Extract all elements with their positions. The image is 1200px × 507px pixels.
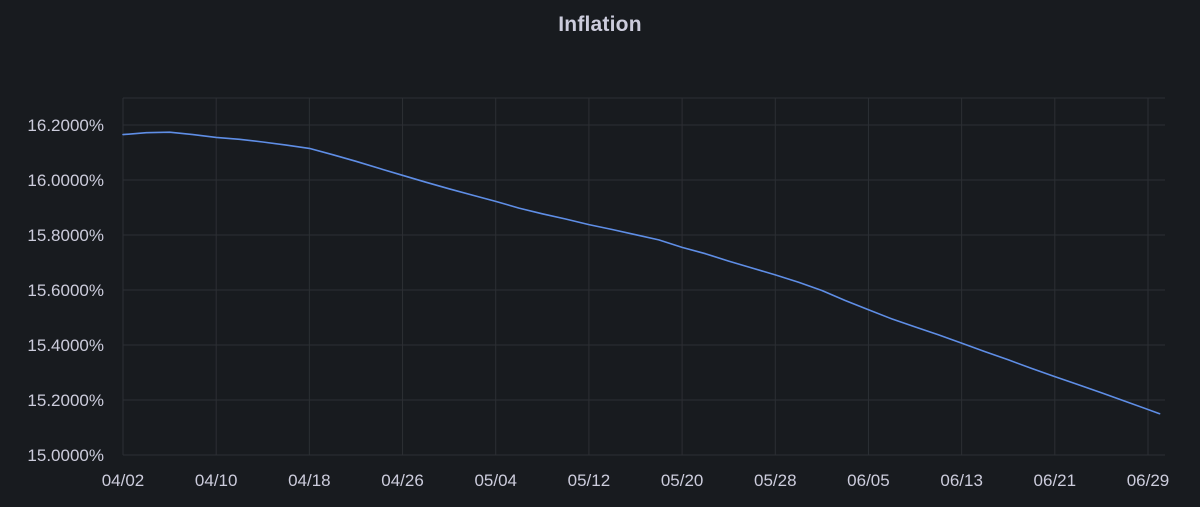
y-tick-label: 15.2000% bbox=[27, 391, 104, 410]
y-tick-label: 16.0000% bbox=[27, 171, 104, 190]
y-tick-label: 15.0000% bbox=[27, 446, 104, 465]
x-tick-label: 05/28 bbox=[754, 471, 797, 490]
y-tick-label: 15.4000% bbox=[27, 336, 104, 355]
x-tick-label: 04/26 bbox=[381, 471, 424, 490]
x-tick-label: 04/18 bbox=[288, 471, 331, 490]
y-tick-label: 15.8000% bbox=[27, 226, 104, 245]
inflation-series-line bbox=[122, 131, 1161, 415]
x-tick-label: 04/10 bbox=[195, 471, 238, 490]
panel-title: Inflation bbox=[558, 13, 642, 36]
y-tick-label: 16.2000% bbox=[27, 116, 104, 135]
x-tick-label: 04/02 bbox=[102, 471, 145, 490]
x-tick-label: 06/29 bbox=[1127, 471, 1170, 490]
y-tick-label: 15.6000% bbox=[27, 281, 104, 300]
x-tick-label: 06/13 bbox=[940, 471, 983, 490]
x-tick-label: 06/21 bbox=[1034, 471, 1077, 490]
x-tick-label: 05/12 bbox=[568, 471, 611, 490]
x-tick-label: 06/05 bbox=[847, 471, 890, 490]
x-tick-label: 05/04 bbox=[474, 471, 517, 490]
x-tick-label: 05/20 bbox=[661, 471, 704, 490]
